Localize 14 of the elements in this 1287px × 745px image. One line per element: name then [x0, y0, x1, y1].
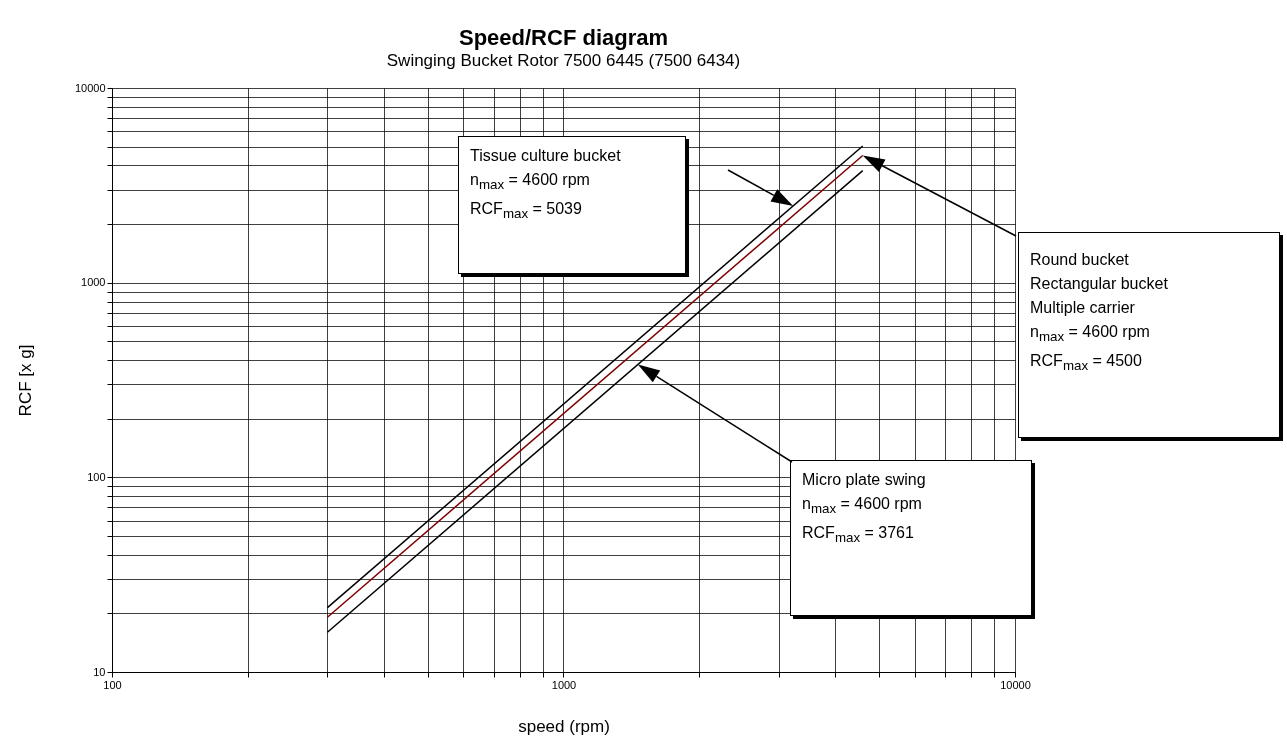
x-tick-label: 1000: [551, 678, 577, 691]
annotation: Tissue culture bucket n$_{max}$ = 4600 rpm RCF$_{max}$ = 5039: [470, 146, 621, 224]
annotation: Micro plate swing n$_{max}$ = 4600 rpm RCF$_{max}$ = 3761: [802, 470, 926, 548]
y-tick-label: 100: [87, 470, 106, 483]
y-axis-title: RCF [x g]: [15, 344, 35, 417]
chart-subtitle: Swinging Bucket Rotor 7500 6445 (7500 6434): [386, 51, 741, 70]
y-tick-label: 10: [93, 665, 106, 678]
chart-title: Speed/RCF diagram: [458, 25, 669, 50]
text: Round bucket Rectangular bucket Multiple carrier n$_{max}$ = 4600 rpm RCF$_{max}$ = 4500: [1030, 251, 1168, 374]
y-tick-label: 10000: [74, 81, 106, 94]
y-tick-label: 1000: [81, 276, 106, 289]
x-tick-label: 10000: [1000, 678, 1031, 691]
x-tick-label: 100: [103, 678, 122, 691]
x-axis-title: speed (rpm): [518, 716, 610, 736]
